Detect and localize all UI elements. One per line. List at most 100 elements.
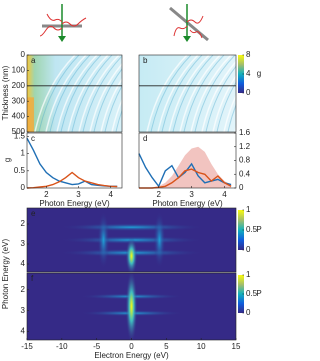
y-axis-label: Photon Energy (eV) — [1, 239, 10, 310]
fringe — [146, 55, 188, 132]
y2-tick-label: 1.2 — [239, 142, 251, 151]
y-tick-label: 0 — [21, 183, 26, 192]
y-tick-label: 4 — [21, 327, 26, 336]
x-axis-label: Electron Energy (eV) — [94, 351, 169, 360]
panel-label: b — [143, 56, 148, 65]
x-tick-label: 5 — [164, 342, 169, 351]
fringe — [34, 55, 76, 132]
y-tick-label: 2 — [21, 285, 26, 294]
fringe — [190, 55, 232, 132]
panel-label: f — [31, 274, 34, 283]
x-tick-label: 2 — [157, 190, 162, 199]
y-tick-label: 400 — [12, 112, 26, 121]
colorbar-tick-label: 4 — [246, 69, 251, 78]
fringe — [150, 55, 192, 132]
x-tick-label: 15 — [232, 342, 241, 351]
band — [58, 223, 205, 232]
x-tick-label: 10 — [197, 342, 206, 351]
fringe — [60, 55, 102, 132]
y-tick-label: 0 — [21, 50, 26, 59]
fringe — [179, 55, 221, 132]
x-tick-label: 4 — [109, 190, 114, 199]
colorbar-label: P — [256, 289, 261, 298]
y2-tick-label: 1.6 — [239, 128, 251, 137]
colorbar-tick-label: 1 — [246, 270, 251, 279]
y-tick-label: 100 — [12, 66, 26, 75]
x-tick-label: -15 — [21, 342, 33, 351]
y-axis-label: g — [3, 158, 12, 162]
colorbar — [238, 210, 244, 250]
fringe — [56, 55, 98, 132]
fringe — [172, 55, 214, 132]
x-tick-label: 4 — [222, 190, 227, 199]
fringe — [201, 60, 236, 132]
y-tick-label: 300 — [12, 96, 26, 105]
x-tick-label: -10 — [56, 342, 68, 351]
fringe — [82, 55, 122, 132]
frame — [26, 207, 237, 273]
fringe — [93, 68, 122, 132]
center-column — [125, 273, 138, 340]
colorbar-tick-label: 0 — [246, 308, 251, 317]
panel-label: a — [31, 56, 36, 65]
fringe — [183, 55, 225, 132]
y-tick-label: 500 — [12, 127, 26, 136]
y-axis-label: Thickness (nm) — [1, 65, 10, 120]
y2-tick-label: 0 — [239, 183, 244, 192]
y2-tick-label: 0.4 — [239, 169, 251, 178]
heatmap-image — [139, 55, 236, 132]
fringe — [194, 55, 236, 132]
y-tick-label: 200 — [12, 81, 26, 90]
panel-label: d — [143, 134, 147, 143]
colorbar-tick-label: 0.5 — [246, 225, 258, 234]
line — [26, 137, 118, 187]
colorbar — [238, 275, 244, 313]
colorbar-tick-label: 0 — [246, 245, 251, 254]
x-axis-label: Photon Energy (eV) — [152, 199, 223, 208]
frame — [26, 132, 123, 189]
y-tick-label: 1.5 — [14, 132, 26, 141]
fringe — [100, 77, 122, 132]
fringe — [89, 62, 122, 132]
heatmap-image — [27, 208, 236, 272]
frame — [138, 54, 237, 133]
y-tick-label: 3 — [21, 239, 26, 248]
side-spot — [153, 211, 166, 269]
colorbar-label: P — [256, 225, 261, 234]
frame — [26, 54, 123, 133]
y2-tick-label: 0.8 — [239, 156, 251, 165]
fringe — [168, 55, 210, 132]
fringe — [227, 103, 236, 132]
side-spot — [97, 211, 110, 269]
fringe — [216, 81, 236, 132]
fringe — [115, 109, 122, 132]
y-tick-label: 0.5 — [14, 166, 26, 175]
fringe — [205, 65, 236, 132]
colorbar-label: g — [257, 69, 261, 78]
x-tick-label: 0 — [129, 342, 134, 351]
colorbar-tick-label: 1 — [246, 205, 251, 214]
fringe — [49, 55, 91, 132]
panel: 2 3 4 Photon Energy (eV) e 0 0.5 1 P — [1, 205, 262, 309]
colorbar-tick-label: 0 — [246, 88, 251, 97]
x-axis-label: Photon Energy (eV) — [39, 199, 110, 208]
panel-label: c — [31, 134, 35, 143]
x-tick-label: 2 — [44, 190, 49, 199]
panel-label: e — [31, 209, 36, 218]
y-tick-label: 2 — [21, 219, 26, 228]
fringe — [78, 55, 120, 132]
fringe — [38, 55, 80, 132]
y-tick-label: 3 — [21, 306, 26, 315]
panel: 2 3 4 -15 -10 -5 0 5 10 15 Electron Energy (eV) f 0 0… — [21, 270, 262, 360]
fringe — [111, 98, 122, 132]
setup-icons — [39, 4, 209, 42]
fringe — [223, 94, 236, 132]
fringe — [157, 55, 199, 132]
area — [139, 146, 232, 188]
hot-edge — [27, 97, 34, 132]
colorbar-tick-label: 0.5 — [246, 289, 258, 298]
